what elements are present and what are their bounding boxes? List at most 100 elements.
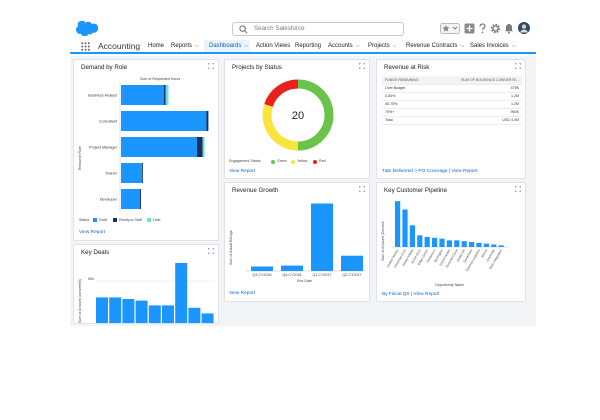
bar[interactable] [135,300,148,323]
card-title: Revenue Growth [232,187,279,194]
bar[interactable] [162,305,174,323]
bar[interactable] [311,203,333,272]
bar[interactable] [461,241,467,247]
global-search[interactable]: Search Salesforce [232,22,404,36]
salesforce-cloud-logo[interactable] [76,21,98,36]
key-deals-chart [96,263,214,323]
app-name: Accounting [98,41,141,51]
donut-legend: Engagement Status Green Yellow Red [229,158,369,166]
legend-swatch [313,159,317,164]
bar-segment[interactable] [141,163,143,183]
category-label: University [485,248,496,262]
category-label: Acme Corp [410,248,422,264]
nav-item-home[interactable]: Home [148,43,164,49]
nav-item-action-views[interactable]: Action Views [256,43,290,49]
bar-segment[interactable] [140,189,141,209]
nav-item-label: Dashboards [209,43,242,49]
chevron-down-icon[interactable]: ⌵ [460,43,465,49]
bar-segment[interactable] [121,189,140,209]
chevron-down-icon[interactable]: ⌵ [195,43,199,49]
chevron-down-icon[interactable]: ⌵ [511,43,516,49]
legend-swatch [291,159,295,164]
nav-item-reports[interactable]: Reports ⌵ [171,43,199,49]
nav-item-reporting[interactable]: Reporting [295,43,321,49]
view-report-link[interactable]: View Report [229,291,256,296]
donut-slice[interactable] [262,104,299,151]
bar[interactable] [201,313,214,323]
view-report-link[interactable]: T&E Delivered > PO Coverage | View Repor… [382,169,478,174]
view-report-link[interactable]: View Report [229,169,256,174]
demand-by-role-chart: Business Analyst Consultant Project Manage… [88,82,209,212]
nav-item-label: Reports [171,43,193,49]
bar[interactable] [446,240,452,247]
category-label: Trainer [105,172,118,176]
bar[interactable] [409,225,415,247]
bar-segment[interactable] [121,163,142,183]
bar-segment[interactable] [197,137,203,157]
chevron-down-icon[interactable]: ⌵ [355,43,360,49]
bar-segment[interactable] [121,137,197,157]
expand-icon[interactable] [515,63,521,69]
revenue-at-risk-table: FUNDS REMAINING SUM OF BOOKINGS CONVERTE… [382,76,522,125]
app-navigation: Accounting Home Reports ⌵ Dashboards ⌵ Action… [70,40,536,54]
x-axis-label: End Date [297,279,312,283]
app-launcher-icon[interactable] [81,42,90,51]
bar[interactable] [424,237,430,247]
bar-segment[interactable] [165,85,169,105]
view-report-link[interactable]: View Report [79,230,106,235]
avatar[interactable] [518,22,530,34]
nav-item-sales-invoices[interactable]: Sales Invoices ⌵ [470,43,515,49]
chevron-down-icon[interactable]: ⌵ [392,43,397,49]
global-actions-icon[interactable] [464,23,475,34]
view-report-link[interactable]: By Fiscal Qtr | View Report [382,292,440,297]
row-value: 960K [435,108,522,117]
app-frame: Search Salesforce [70,16,536,326]
bar-segment[interactable] [121,111,207,131]
bar[interactable] [109,297,122,323]
bar[interactable] [491,244,497,248]
nav-item-projects[interactable]: Projects ⌵ [368,43,396,49]
bar-segment[interactable] [163,85,166,105]
row-label: Over Budget [382,84,436,93]
bar-segment[interactable] [206,111,209,131]
card-demand-by-role: Demand by Role Sum of Requested Hours Re… [73,59,219,241]
bar[interactable] [483,243,489,247]
nav-item-accounts[interactable]: Accounts ⌵ [328,43,359,49]
bar[interactable] [476,242,482,247]
bar[interactable] [341,255,363,271]
table-row: 50-75% 1.2M [382,100,522,109]
bar[interactable] [281,265,303,271]
bar[interactable] [498,245,504,247]
notifications-bell-icon[interactable] [504,23,514,34]
bar[interactable] [417,235,423,247]
favorites-icon[interactable] [440,23,460,34]
bar[interactable] [402,209,408,248]
nav-item-label: Action Views [256,43,291,49]
bar[interactable] [96,297,108,323]
nav-item-dashboards[interactable]: Dashboards ⌵ [209,43,248,49]
gear-icon[interactable] [490,23,501,34]
nav-item-label: Sales Invoices [470,43,509,49]
bar[interactable] [251,266,273,272]
row-label: 75%+ [382,108,436,117]
bar[interactable] [432,237,438,247]
bar[interactable] [454,240,460,247]
bar[interactable] [395,201,401,247]
bar[interactable] [439,238,445,247]
bar-segment[interactable] [121,85,164,105]
category-label: Q1-CY2017 [313,273,332,277]
card-revenue-at-risk: Revenue at Risk FUNDS REMAINING SUM OF B… [376,59,526,179]
row-label: 50-75% [382,100,436,109]
bar[interactable] [122,299,135,323]
bar[interactable] [148,305,161,323]
bar[interactable] [175,263,188,323]
chevron-down-icon[interactable]: ⌵ [244,43,249,49]
donut-slice[interactable] [264,79,299,108]
bar[interactable] [469,242,475,247]
donut-slice[interactable] [297,79,334,151]
bar[interactable] [188,307,201,323]
help-icon[interactable] [478,23,487,34]
bar-segment[interactable] [202,137,205,157]
nav-item-revenue-contracts[interactable]: Revenue Contracts ⌵ [406,43,464,49]
expand-icon[interactable] [208,63,214,69]
